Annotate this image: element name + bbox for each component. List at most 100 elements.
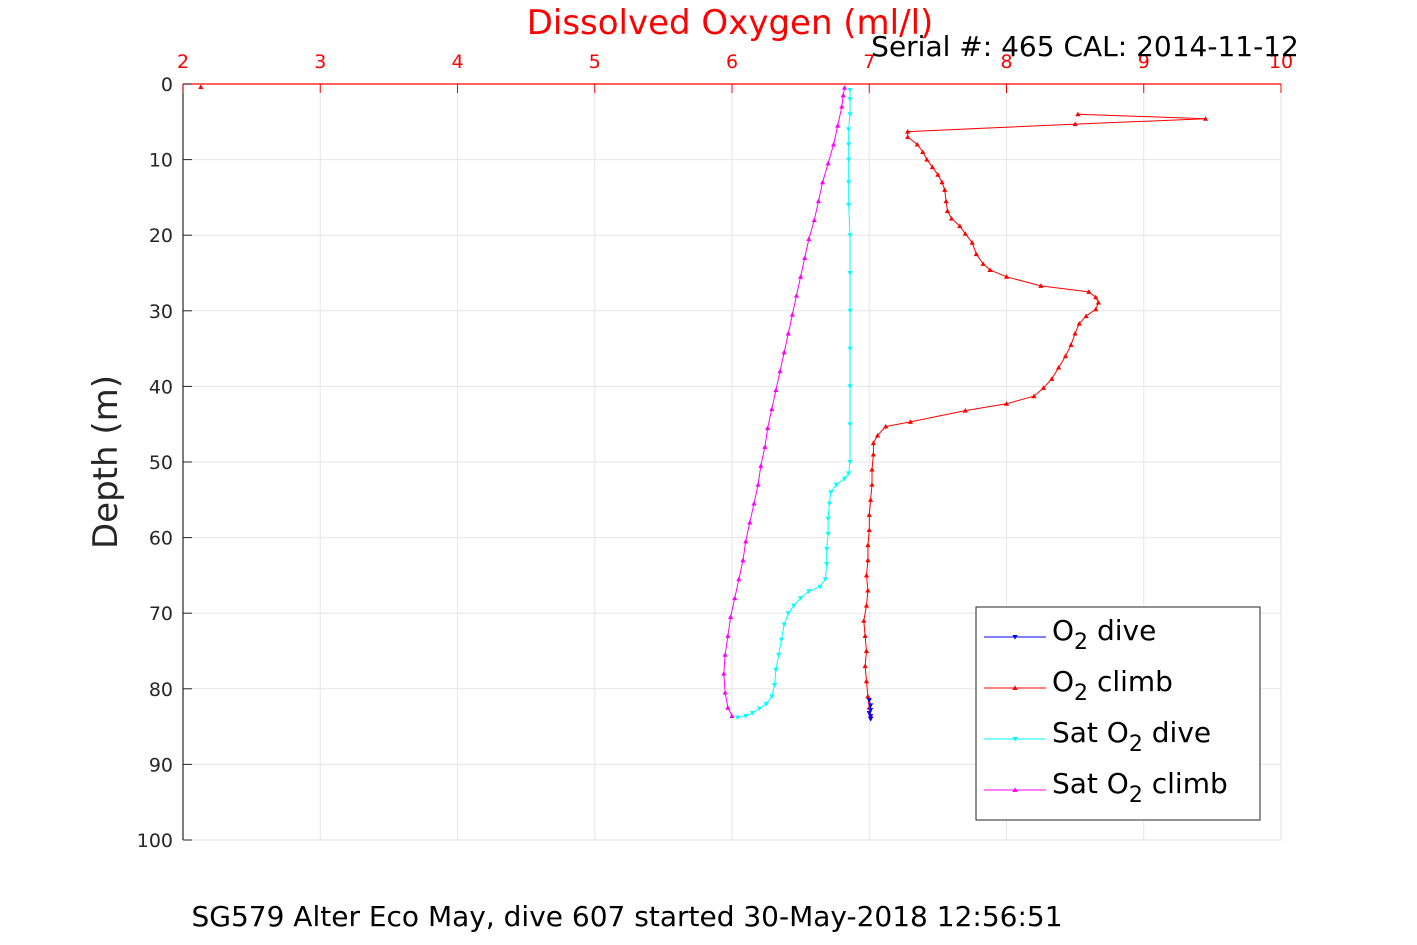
data-point — [841, 85, 848, 90]
legend: O2 dive O2 climb Sat O2 dive Sat O2 climb — [975, 606, 1261, 821]
data-point — [773, 667, 779, 673]
data-point — [957, 223, 963, 229]
data-point — [914, 141, 920, 147]
data-point — [846, 127, 852, 132]
data-point — [924, 157, 930, 162]
data-point — [1083, 313, 1089, 319]
data-point — [802, 255, 808, 260]
data-point — [1068, 342, 1074, 347]
data-point — [962, 407, 968, 413]
data-point — [721, 671, 727, 676]
data-point — [722, 652, 728, 657]
series-sat-dive — [734, 88, 853, 721]
legend-swatch-marker — [1012, 737, 1018, 742]
data-point — [868, 497, 874, 502]
data-point — [883, 423, 889, 429]
data-point — [765, 425, 771, 430]
x-tick-label: 3 — [314, 51, 326, 73]
data-point — [929, 164, 935, 170]
data-point — [771, 683, 778, 688]
data-point — [1038, 283, 1044, 288]
y-axis-ticks: 0 10 20 30 40 50 60 70 80 90 100 — [137, 74, 192, 852]
data-point — [907, 419, 914, 424]
data-point — [756, 706, 763, 712]
data-point — [1049, 376, 1055, 381]
data-point — [830, 141, 837, 147]
data-point — [828, 490, 834, 495]
data-point — [862, 633, 868, 638]
data-point — [1003, 401, 1010, 406]
data-point — [1086, 289, 1092, 294]
data-point — [835, 122, 841, 128]
data-point — [743, 714, 749, 719]
data-point — [762, 444, 768, 449]
data-point — [841, 476, 848, 482]
data-point — [1003, 274, 1010, 279]
legend-label: Sat O2 climb — [1052, 767, 1228, 808]
legend-entry-o2-dive: O2 dive — [984, 614, 1156, 655]
data-point — [1072, 121, 1078, 127]
data-point — [728, 614, 734, 619]
y-tick-label: 60 — [149, 528, 173, 550]
data-point — [870, 451, 876, 457]
data-point — [847, 88, 853, 93]
data-point — [747, 519, 753, 525]
data-point — [736, 576, 742, 582]
data-point — [847, 346, 853, 352]
data-point — [729, 713, 735, 719]
data-point — [722, 689, 728, 695]
data-point — [865, 587, 871, 593]
legend-swatch-marker — [1012, 635, 1018, 640]
data-point — [969, 240, 975, 245]
series-layer — [198, 84, 1209, 722]
data-point — [798, 274, 804, 279]
data-point — [863, 678, 870, 684]
data-point — [846, 142, 852, 148]
data-point — [905, 134, 911, 139]
data-point — [847, 422, 853, 427]
data-point — [778, 637, 785, 643]
data-point — [861, 618, 867, 623]
data-point — [874, 432, 881, 438]
data-point — [863, 648, 870, 653]
chart-title: Dissolved Oxygen (ml/l) — [527, 3, 934, 43]
data-point — [781, 622, 787, 628]
data-point — [939, 179, 945, 185]
y-tick-label: 10 — [149, 150, 173, 172]
data-point — [785, 611, 791, 616]
data-point — [863, 572, 870, 578]
data-point — [847, 112, 853, 117]
data-point — [725, 705, 731, 710]
x-tick-label: 2 — [177, 51, 189, 73]
data-point — [824, 546, 830, 552]
data-point — [1062, 353, 1069, 359]
data-point — [751, 500, 757, 506]
data-point — [1076, 321, 1082, 326]
data-point — [846, 202, 852, 208]
data-point — [1072, 330, 1078, 336]
data-point — [847, 233, 853, 238]
legend-label: O2 climb — [1052, 665, 1173, 706]
data-point — [866, 512, 872, 517]
data-point — [869, 482, 875, 487]
data-point — [847, 97, 853, 102]
y-tick-label: 80 — [149, 679, 173, 701]
data-point — [740, 557, 746, 563]
data-point — [870, 440, 876, 446]
y-tick-label: 0 — [161, 74, 173, 96]
data-point — [1095, 299, 1102, 305]
data-point — [819, 179, 826, 185]
data-point — [839, 104, 845, 109]
data-point — [755, 482, 761, 487]
data-point — [1031, 393, 1037, 399]
data-point — [806, 236, 812, 241]
data-point — [769, 406, 775, 412]
data-point — [905, 129, 911, 134]
data-point — [732, 595, 738, 601]
data-point — [868, 714, 874, 719]
data-point — [949, 215, 955, 221]
y-tick-label: 20 — [149, 225, 173, 247]
y-axis-label: Depth (m) — [86, 375, 126, 549]
data-point — [1056, 364, 1062, 370]
